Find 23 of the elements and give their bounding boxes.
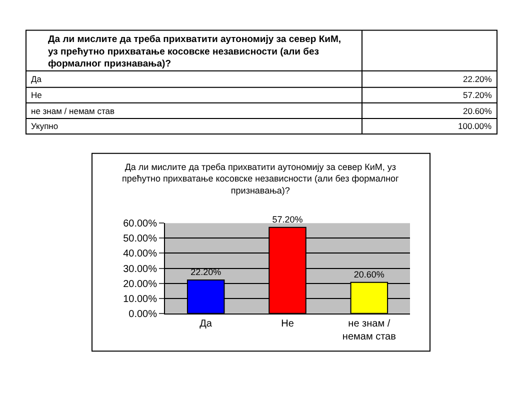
text: не знам / немам став: [31, 106, 116, 116]
data-label: 20.60%: [354, 269, 384, 280]
text: 100.00%: [458, 121, 492, 131]
x-tick-label: не знам / немам став: [342, 318, 396, 342]
text: Укупно: [31, 121, 58, 131]
data-label: 57.20%: [272, 214, 303, 224]
text: Да ли мислите да треба прихватити аутономију за север КиМ, уз прећутно прихватање косовске независности (али без формалног признавања)?: [48, 34, 342, 70]
y-tick-label: 20.00%: [123, 278, 158, 290]
chart-title: Да ли мислите да треба прихватити аутономију за север КиМ, уз прећутно прихватање косовске независности (али без формалног признавања)?: [122, 162, 400, 196]
text: 22.20%: [463, 74, 492, 84]
y-tick-label: 40.00%: [123, 248, 158, 260]
x-tick-label: Да: [200, 318, 212, 330]
data-label: 22.20%: [190, 266, 222, 277]
text: 57.20%: [463, 90, 492, 100]
x-tick-label: Не: [281, 318, 294, 330]
y-tick-label: 50.00%: [123, 234, 158, 245]
y-tick-label: 60.00%: [123, 218, 158, 230]
y-tick-label: 10.00%: [123, 294, 158, 305]
text: Да: [31, 74, 42, 84]
text: 20.60%: [463, 106, 492, 116]
y-tick-label: 30.00%: [123, 264, 158, 275]
y-tick-label: 0.00%: [128, 308, 158, 320]
text: Не: [31, 90, 42, 100]
